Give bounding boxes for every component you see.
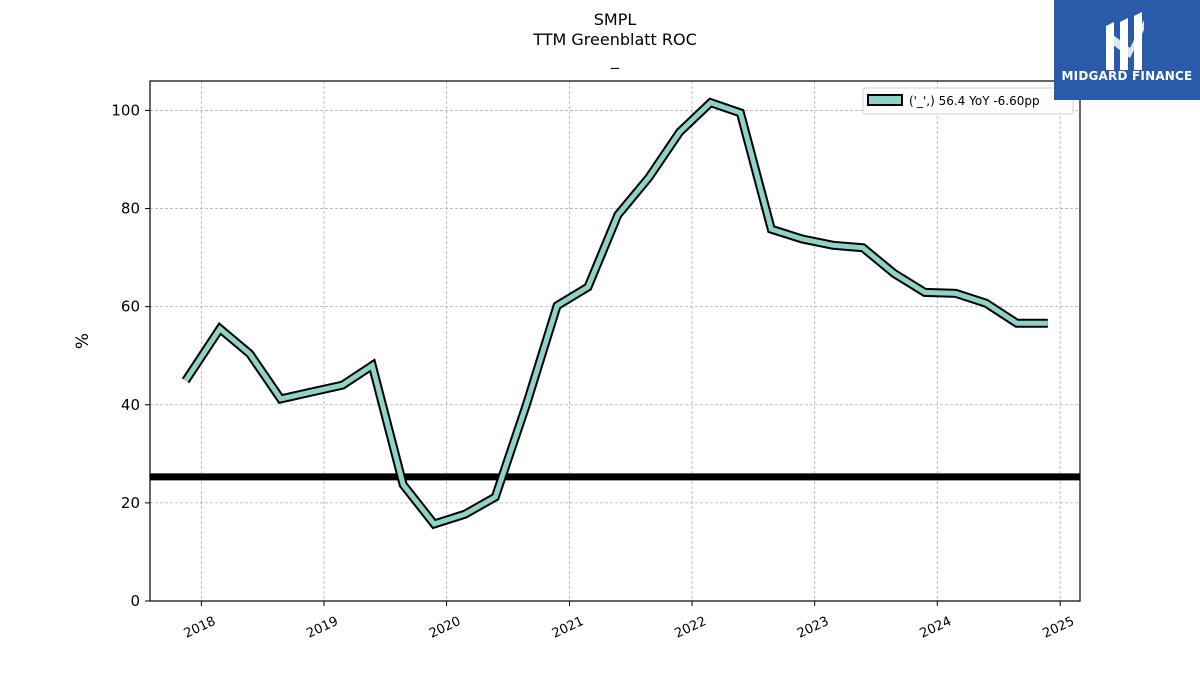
legend-swatch — [867, 94, 903, 106]
y-tick-label: 60 — [121, 298, 140, 316]
brand-logo: MIDGARD FINANCE — [1054, 0, 1200, 100]
chart-subtitle: TTM Greenblatt ROC — [533, 30, 697, 49]
x-tick-label: 2025 — [1041, 614, 1077, 642]
chart-titles: SMPL TTM Greenblatt ROC _ — [0, 10, 1200, 70]
chart-title: SMPL — [593, 10, 637, 29]
x-tick-label: 2020 — [427, 614, 463, 642]
x-tick-label: 2018 — [182, 614, 218, 642]
logo-text: MIDGARD FINANCE — [1061, 69, 1193, 83]
y-axis-label: % — [73, 333, 93, 349]
legend-entry-label: ('_',) 56.4 YoY -6.60pp — [909, 94, 1040, 108]
y-tick-label: 0 — [130, 592, 140, 610]
x-tick-label: 2021 — [550, 614, 586, 642]
x-tick-label: 2022 — [672, 614, 708, 642]
x-tick-label: 2019 — [304, 614, 340, 642]
y-tick-label: 20 — [121, 494, 140, 512]
x-tick-label: 2024 — [918, 614, 954, 642]
plot-frame — [149, 80, 1081, 602]
y-tick-label: 80 — [121, 200, 140, 218]
series-line — [183, 99, 1048, 527]
x-tick-label: 2023 — [795, 614, 831, 642]
logo-mark-icon — [1106, 12, 1144, 70]
chart-subtitle-2: _ — [611, 50, 619, 69]
y-tick-label: 40 — [121, 396, 140, 414]
series-line-outline — [181, 97, 1048, 530]
y-tick-label: 100 — [111, 101, 140, 119]
legend-box — [862, 87, 1074, 115]
